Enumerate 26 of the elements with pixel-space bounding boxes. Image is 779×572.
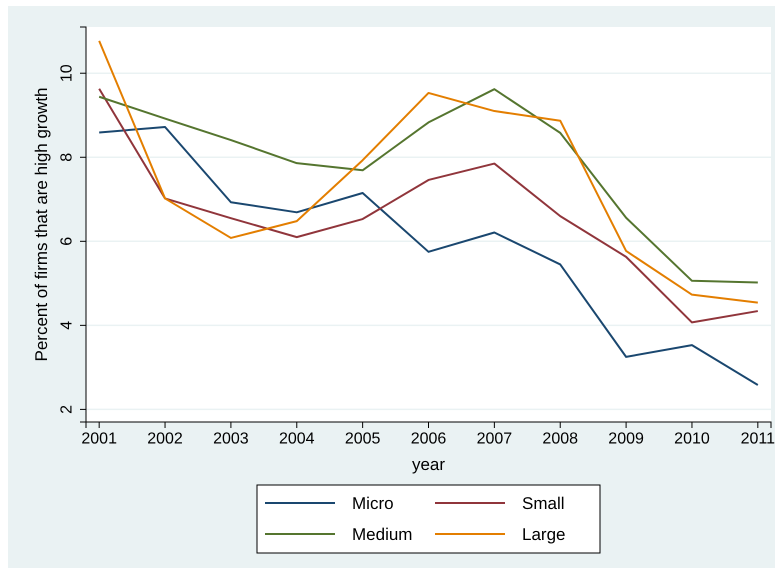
y-tick-label: 4 [58, 320, 76, 330]
x-tick-label: 2010 [674, 430, 710, 448]
x-axis-title: year [412, 455, 446, 474]
x-tick-label: 2008 [542, 430, 578, 448]
x-tick-label: 2004 [278, 430, 315, 448]
line-series [98, 88, 759, 284]
legend-label: Small [522, 494, 565, 513]
x-tick-label: 2002 [147, 430, 183, 448]
line-series [98, 40, 759, 304]
line-series [98, 126, 759, 386]
x-tick-label: 2003 [213, 430, 249, 448]
x-tick-label: 2009 [608, 430, 644, 448]
legend-label: Medium [352, 524, 412, 544]
x-tick-label: 2007 [476, 430, 512, 448]
x-tick-label: 2011 [740, 430, 776, 448]
y-tick-label: 8 [58, 152, 76, 162]
legend-label: Large [522, 524, 566, 544]
x-tick-label: 2001 [81, 430, 118, 448]
y-tick-label: 10 [58, 64, 76, 82]
x-tick-label: 2006 [410, 430, 446, 448]
line-series [98, 88, 759, 324]
x-tick-label: 2005 [344, 430, 381, 448]
y-axis-title: Percent of firms that are high growth [32, 87, 51, 362]
y-tick-label: 6 [58, 236, 76, 246]
legend-label: Micro [352, 494, 394, 513]
y-tick-label: 2 [58, 404, 76, 414]
